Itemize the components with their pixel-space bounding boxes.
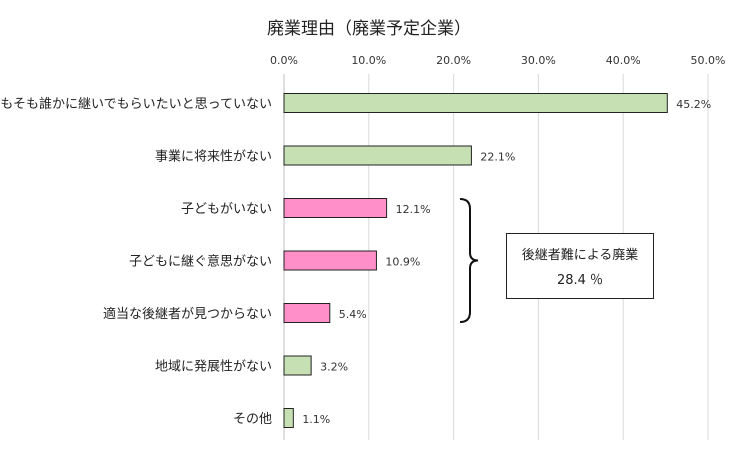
category-label: 事業に将来性がない	[155, 149, 272, 165]
category-label: そもそも誰かに継いでもらいたいと思っていない	[0, 96, 272, 112]
value-label: 12.1%	[396, 203, 431, 216]
value-label: 10.9%	[385, 256, 420, 269]
value-label: 5.4%	[339, 308, 367, 321]
value-label: 1.1%	[302, 413, 330, 426]
category-label: 子どもがいない	[181, 202, 272, 217]
bar	[283, 250, 377, 271]
value-label: 45.2%	[676, 98, 711, 111]
x-tick-label: 10.0%	[351, 54, 386, 67]
chart-title: 廃業理由（廃業予定企業）	[267, 19, 471, 39]
bracket	[459, 198, 479, 323]
value-label: 22.1%	[480, 151, 515, 164]
x-tick-label: 0.0%	[270, 54, 298, 67]
bar	[283, 198, 388, 218]
x-tick-label: 40.0%	[606, 54, 641, 67]
annotation-line1: 後継者難による廃業	[521, 248, 639, 263]
annotation-line2: 28.4 ％	[556, 273, 604, 288]
bar	[283, 93, 668, 113]
bar	[283, 355, 312, 376]
annotation-box: 後継者難による廃業 28.4 ％	[506, 233, 654, 299]
bar	[283, 303, 331, 323]
category-label: 子どもに継ぐ意思がない	[129, 254, 272, 270]
x-tick-label: 30.0%	[521, 54, 556, 67]
x-tick-label: 20.0%	[436, 54, 471, 67]
bar	[283, 145, 472, 166]
x-tick-label: 50.0%	[691, 54, 726, 67]
category-label: 地域に発展性がない	[155, 360, 272, 375]
value-label: 3.2%	[320, 361, 348, 374]
bar	[283, 408, 294, 428]
category-label: その他	[233, 412, 272, 427]
category-label: 適当な後継者が見つからない	[103, 306, 272, 322]
